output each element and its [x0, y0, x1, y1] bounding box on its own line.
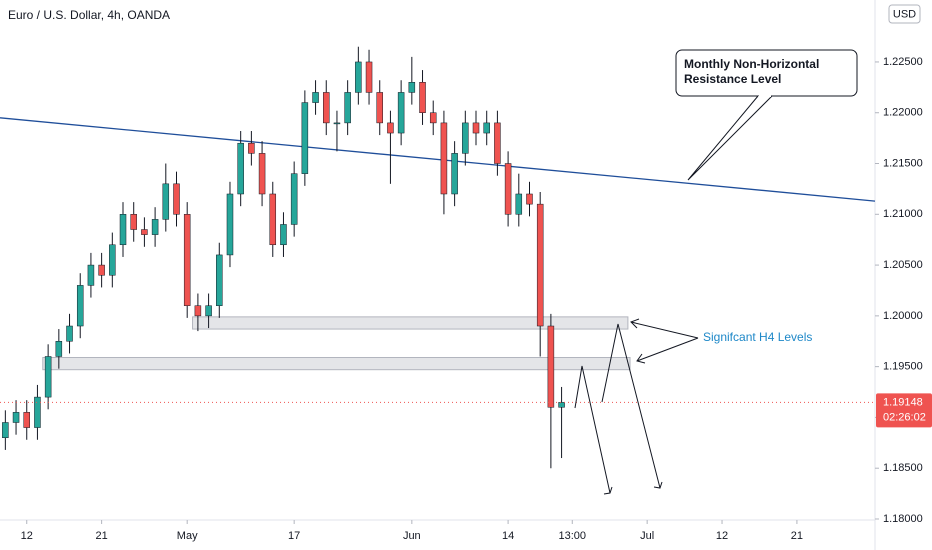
candle-body	[23, 412, 30, 428]
x-tick-label: 12	[21, 530, 33, 542]
candle-body	[387, 122, 394, 134]
arrow-line	[630, 321, 699, 339]
candle-body	[408, 82, 416, 93]
chart-title: Euro / U.S. Dollar, 4h, OANDA	[8, 8, 170, 22]
candle-body	[76, 285, 84, 327]
y-tick-label: 1.22500	[883, 56, 923, 68]
projection-path	[574, 365, 611, 494]
arrow-head	[653, 481, 663, 489]
y-tick-label: 1.21000	[883, 208, 923, 220]
candle-body	[397, 92, 405, 134]
candle-body	[12, 412, 20, 423]
y-tick-label: 1.18500	[883, 462, 923, 474]
x-tick-label: 13:00	[559, 530, 587, 542]
candle-body	[237, 142, 244, 195]
candle-body	[258, 153, 266, 195]
y-tick-label: 1.19500	[883, 361, 923, 373]
candle-body	[301, 102, 309, 174]
annotation-text: Monthly Non-Horizontal	[684, 57, 819, 71]
candle-body	[429, 112, 437, 124]
trendline	[0, 117, 876, 202]
x-tick-label: May	[177, 530, 198, 542]
arrow-head	[636, 353, 646, 364]
candle-body	[526, 193, 533, 205]
annotation-text: Signifcant H4 Levels	[703, 330, 812, 344]
candle-body	[151, 219, 159, 235]
y-tick-label: 1.22000	[883, 107, 923, 119]
candle-body	[451, 153, 458, 195]
candle-body	[2, 422, 9, 438]
candle-body	[483, 122, 490, 134]
candle-body	[130, 214, 137, 230]
zone	[42, 357, 631, 371]
candle-body	[494, 122, 501, 164]
candle-body	[109, 244, 116, 276]
arrow-head	[603, 486, 613, 495]
currency-label[interactable]: USD	[893, 8, 916, 20]
levels-arrows	[630, 318, 699, 364]
candle-body	[55, 341, 63, 357]
candle-body	[472, 122, 480, 134]
candle-body	[462, 122, 469, 154]
candle-body	[312, 92, 319, 103]
y-tick-label: 1.18000	[883, 513, 923, 525]
candle-body	[333, 122, 341, 125]
candle-body	[323, 92, 330, 124]
candle-body	[226, 193, 234, 256]
y-tick-label: 1.21500	[883, 157, 923, 169]
candle-body	[216, 254, 223, 306]
candle-body	[269, 193, 277, 246]
candle-body	[504, 163, 512, 215]
arrow-head	[630, 318, 640, 329]
x-tick-label: 14	[502, 530, 514, 542]
candle-body	[98, 264, 105, 276]
currency-badge[interactable]	[888, 4, 921, 24]
zones	[42, 316, 631, 371]
arrow-line	[636, 337, 699, 362]
x-tick-label: 21	[95, 530, 107, 542]
candle-body	[162, 183, 170, 220]
candle-body	[183, 214, 191, 306]
x-tick-label: 17	[288, 530, 300, 542]
zone	[192, 316, 629, 330]
candle-body	[515, 193, 523, 215]
candle-body	[34, 396, 41, 428]
candle-body	[87, 264, 95, 286]
candle-body	[66, 325, 73, 342]
projection-path	[601, 323, 661, 489]
annotation-pointer	[687, 95, 773, 181]
candle-body	[280, 224, 287, 246]
projection-arrows	[574, 323, 663, 495]
y-tick-label: 1.20500	[883, 259, 923, 271]
candle-body	[290, 173, 298, 225]
candle-body	[440, 122, 448, 195]
candle-body	[419, 82, 426, 113]
countdown-label: 02:26:02	[883, 411, 926, 423]
last-price-box	[876, 393, 932, 428]
candle-body	[558, 402, 565, 408]
candle-body	[547, 325, 555, 408]
last-price-label: 1.19148	[883, 396, 923, 408]
candle-body	[44, 356, 52, 398]
candle-body	[536, 203, 544, 327]
annotation-text: Resistance Level	[684, 72, 781, 86]
candle-body	[205, 305, 212, 317]
x-tick-label: Jun	[403, 530, 421, 542]
x-tick-label: Jul	[640, 530, 654, 542]
x-tick-label: 21	[791, 530, 803, 542]
candle-body	[355, 61, 362, 93]
candle-body	[194, 305, 202, 317]
candle-body	[376, 92, 383, 124]
y-tick-label: 1.20000	[883, 310, 923, 322]
candle-body	[173, 183, 180, 215]
plot: 1.180001.185001.190001.195001.200001.205…	[0, 46, 932, 542]
candle-body	[248, 142, 255, 154]
candle-body	[119, 214, 127, 246]
candle-body	[344, 92, 351, 124]
candle-body	[141, 229, 148, 235]
x-tick-label: 12	[716, 530, 728, 542]
candle-body	[365, 61, 373, 93]
